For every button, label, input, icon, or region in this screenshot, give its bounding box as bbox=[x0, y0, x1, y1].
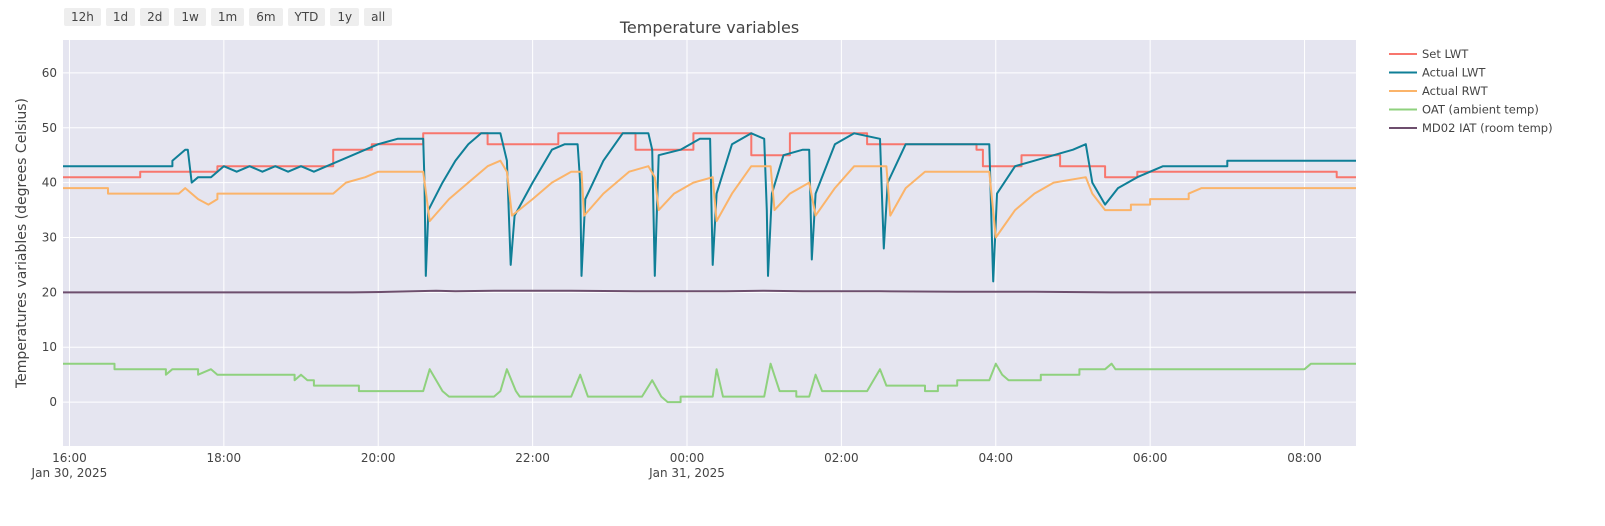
x-tick-date-label: Jan 30, 2025 bbox=[31, 466, 108, 480]
x-tick-date-label: Jan 31, 2025 bbox=[648, 466, 725, 480]
range-button-1w[interactable]: 1w bbox=[174, 8, 206, 26]
legend-item[interactable]: MD02 IAT (room temp) bbox=[1389, 121, 1553, 135]
x-tick-label: 18:00 bbox=[207, 451, 242, 465]
legend-label: Actual LWT bbox=[1422, 66, 1486, 80]
y-tick-label: 0 bbox=[49, 395, 57, 409]
x-tick-label: 04:00 bbox=[978, 451, 1013, 465]
series-line-set-lwt[interactable] bbox=[63, 132, 1356, 179]
x-tick-label: 16:00 bbox=[52, 451, 87, 465]
x-tick-label: 00:00 bbox=[670, 451, 705, 465]
range-button-1d[interactable]: 1d bbox=[105, 8, 136, 26]
range-selector: 12h 1d 2d 1w 1m 6m YTD 1y all bbox=[64, 8, 393, 26]
range-button-ytd[interactable]: YTD bbox=[287, 8, 326, 26]
legend-item[interactable]: Actual LWT bbox=[1389, 66, 1486, 80]
series-line-actual-rwt[interactable] bbox=[63, 159, 1356, 239]
y-tick-label: 60 bbox=[42, 66, 57, 80]
x-tick-label: 06:00 bbox=[1133, 451, 1168, 465]
y-tick-label: 30 bbox=[42, 231, 57, 245]
legend: Set LWT Actual LWT Actual RWT OAT (ambient … bbox=[1389, 47, 1553, 135]
legend-label: MD02 IAT (room temp) bbox=[1422, 121, 1553, 135]
x-tick-label: 08:00 bbox=[1287, 451, 1322, 465]
x-tick-label: 22:00 bbox=[515, 451, 550, 465]
plot-area[interactable] bbox=[63, 40, 1356, 446]
y-axis-ticks: 0 10 20 30 40 50 60 bbox=[42, 66, 57, 409]
y-tick-label: 10 bbox=[42, 340, 57, 354]
range-button-1m[interactable]: 1m bbox=[210, 8, 245, 26]
legend-item[interactable]: Set LWT bbox=[1389, 47, 1469, 61]
range-button-12h[interactable]: 12h bbox=[64, 8, 101, 26]
series-lines bbox=[63, 132, 1356, 404]
legend-label: OAT (ambient temp) bbox=[1422, 103, 1539, 117]
y-tick-label: 40 bbox=[42, 176, 57, 190]
range-button-6m[interactable]: 6m bbox=[249, 8, 283, 26]
grid-lines bbox=[63, 40, 1356, 446]
y-axis-title: Temperatures variables (degrees Celsius) bbox=[14, 98, 30, 389]
legend-label: Actual RWT bbox=[1422, 84, 1489, 98]
series-line-md02-iat-room-temp[interactable] bbox=[63, 289, 1356, 294]
x-tick-label: 20:00 bbox=[361, 451, 396, 465]
legend-label: Set LWT bbox=[1422, 47, 1469, 61]
range-button-2d[interactable]: 2d bbox=[140, 8, 170, 26]
x-tick-label: 02:00 bbox=[824, 451, 859, 465]
chart-title: Temperature variables bbox=[619, 18, 799, 37]
y-tick-label: 20 bbox=[42, 285, 57, 299]
legend-item[interactable]: Actual RWT bbox=[1389, 84, 1489, 98]
legend-item[interactable]: OAT (ambient temp) bbox=[1389, 103, 1539, 117]
y-tick-label: 50 bbox=[42, 121, 57, 135]
range-button-all[interactable]: all bbox=[364, 8, 393, 26]
range-button-1y[interactable]: 1y bbox=[330, 8, 360, 26]
series-line-oat-ambient-temp[interactable] bbox=[63, 362, 1356, 404]
